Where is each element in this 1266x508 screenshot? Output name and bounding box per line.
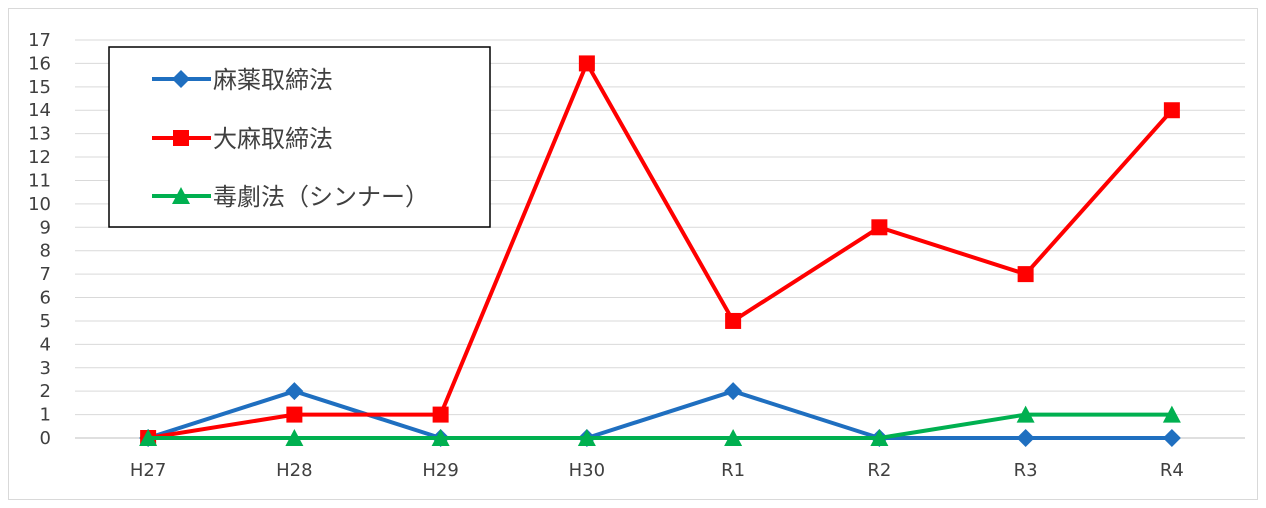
y-tick-label: 8 [40, 241, 51, 262]
data-point [1163, 102, 1180, 119]
x-tick-label: R3 [1014, 460, 1038, 481]
series-3 [139, 405, 1181, 446]
legend-label: 毒劇法（シンナー） [213, 183, 429, 211]
data-point [1162, 405, 1181, 423]
legend-item: 毒劇法（シンナー） [152, 183, 429, 211]
y-tick-label: 12 [28, 147, 51, 168]
y-tick-label: 0 [40, 428, 51, 449]
y-tick-label: 15 [28, 77, 51, 98]
y-tick-label: 4 [40, 334, 51, 355]
data-point [724, 429, 743, 446]
y-tick-label: 17 [28, 30, 51, 51]
data-point [432, 406, 449, 423]
data-point [431, 429, 450, 446]
x-axis: H27 H28 H29 H30 R1 R2 R3 R4 [130, 460, 1184, 481]
x-tick-label: H30 [569, 460, 605, 481]
legend-label: 大麻取締法 [213, 125, 333, 153]
series-layer [139, 55, 1181, 447]
data-point [577, 429, 596, 446]
y-tick-label: 6 [40, 288, 51, 309]
data-point [285, 382, 304, 401]
series-line [147, 389, 1172, 440]
x-tick-label: H29 [422, 460, 458, 481]
x-tick-label: H28 [276, 460, 312, 481]
y-tick-label: 7 [40, 264, 51, 285]
y-tick-label: 14 [28, 100, 51, 121]
data-point [286, 406, 303, 423]
legend-label: 麻薬取締法 [213, 66, 333, 94]
data-point [725, 312, 742, 329]
data-point [1016, 429, 1035, 447]
data-point [724, 382, 743, 401]
data-point [870, 429, 889, 446]
y-tick-label: 5 [40, 311, 51, 332]
y-tick-label: 13 [28, 124, 51, 145]
data-point [1162, 429, 1181, 447]
data-point [1016, 405, 1035, 423]
y-tick-label: 11 [28, 170, 51, 191]
legend-marker [172, 70, 190, 88]
legend-item: 麻薬取締法 [152, 66, 333, 94]
data-point [871, 219, 888, 236]
y-tick-label: 2 [40, 381, 51, 402]
y-tick-label: 1 [40, 405, 51, 426]
x-tick-label: R1 [721, 460, 745, 481]
x-tick-label: H27 [130, 460, 166, 481]
data-point [1017, 266, 1034, 283]
data-point [578, 55, 595, 72]
series-line [148, 412, 1172, 440]
legend-marker [172, 187, 190, 204]
y-tick-label: 3 [40, 358, 51, 379]
legend-marker [173, 130, 189, 146]
y-tick-label: 9 [40, 217, 51, 238]
y-tick-label: 10 [28, 194, 51, 215]
series-line [147, 61, 1174, 440]
data-point [139, 429, 158, 446]
y-tick-label: 16 [28, 53, 51, 74]
legend-item: 大麻取締法 [152, 125, 333, 153]
x-tick-label: R4 [1160, 460, 1184, 481]
x-tick-label: R2 [867, 460, 891, 481]
data-point [285, 429, 304, 446]
